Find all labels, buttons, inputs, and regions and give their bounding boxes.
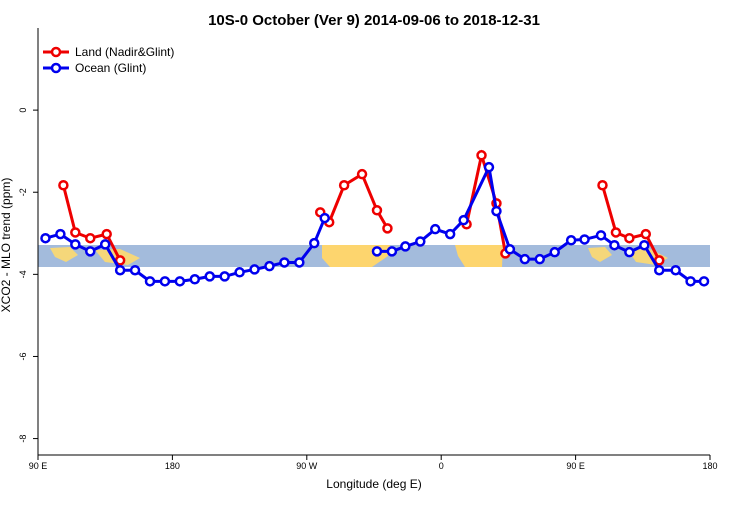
y-tick-label: -8: [18, 435, 28, 443]
data-point: [610, 227, 622, 238]
data-point: [70, 239, 81, 250]
data-point: [99, 239, 111, 250]
data-point: [400, 241, 411, 252]
data-point: [609, 239, 620, 251]
data-point: [234, 267, 245, 278]
y-tick-label: -2: [18, 188, 28, 196]
data-point: [491, 205, 502, 217]
data-point: [101, 228, 112, 240]
x-tick-label: 180: [702, 461, 717, 471]
y-tick-label: 0: [18, 108, 28, 113]
data-point: [624, 232, 635, 244]
data-point: [264, 260, 275, 272]
data-point: [55, 228, 66, 240]
data-point: [653, 255, 665, 266]
data-point: [144, 276, 156, 287]
data-point: [58, 180, 69, 191]
data-point: [444, 228, 456, 240]
data-point: [653, 264, 665, 276]
data-point: [371, 205, 383, 216]
x-tick-label: 90 E: [566, 461, 585, 471]
data-point: [483, 161, 495, 173]
x-tick-label: 90 E: [29, 461, 48, 471]
data-point: [279, 257, 290, 268]
data-point: [639, 239, 650, 251]
data-point: [40, 232, 51, 244]
data-point: [640, 228, 652, 240]
data-point: [371, 246, 383, 257]
legend-marker: [50, 62, 62, 74]
legend-label: Land (Nadir&Glint): [75, 45, 174, 59]
chart-title: 10S-0 October (Ver 9) 2014-09-06 to 2018…: [208, 12, 540, 29]
data-point: [685, 276, 696, 287]
data-point: [415, 236, 426, 247]
data-point: [174, 276, 186, 287]
data-point: [579, 234, 590, 245]
data-point: [698, 276, 710, 287]
x-tick-label: 0: [439, 461, 444, 471]
data-point: [504, 244, 516, 255]
data-point: [129, 264, 141, 276]
data-point: [549, 246, 560, 258]
y-tick-label: -6: [18, 352, 28, 360]
data-point: [219, 271, 230, 282]
data-point: [356, 168, 368, 180]
data-point: [429, 223, 441, 235]
data-point: [624, 246, 635, 258]
land-patch: [455, 245, 503, 267]
data-point: [595, 230, 607, 241]
legend-marker: [50, 46, 62, 58]
data-point: [70, 227, 81, 238]
data-point: [338, 180, 350, 191]
data-point: [458, 214, 469, 226]
data-point: [565, 235, 577, 246]
data-point: [386, 246, 398, 257]
y-axis-label: XCO2 - MLO trend (ppm): [0, 178, 13, 313]
data-point: [670, 264, 681, 276]
data-point: [309, 237, 320, 249]
data-point: [85, 232, 96, 244]
data-point: [85, 246, 96, 257]
legend: Land (Nadir&Glint) Ocean (Glint): [43, 45, 174, 75]
data-point: [294, 257, 305, 268]
data-point: [249, 264, 260, 275]
data-point: [382, 223, 393, 234]
data-point: [204, 271, 215, 282]
data-point: [159, 276, 171, 287]
y-tick-label: -4: [18, 270, 28, 278]
data-point: [476, 150, 487, 161]
legend-label: Ocean (Glint): [75, 61, 146, 75]
data-point: [319, 212, 330, 224]
data-point: [189, 274, 201, 285]
data-point: [519, 253, 531, 265]
data-point: [114, 264, 126, 276]
x-axis-label: Longitude (deg E): [326, 477, 421, 491]
data-point: [534, 253, 546, 265]
x-tick-label: 180: [165, 461, 180, 471]
x-tick-label: 90 W: [296, 461, 318, 471]
data-point: [597, 180, 608, 191]
